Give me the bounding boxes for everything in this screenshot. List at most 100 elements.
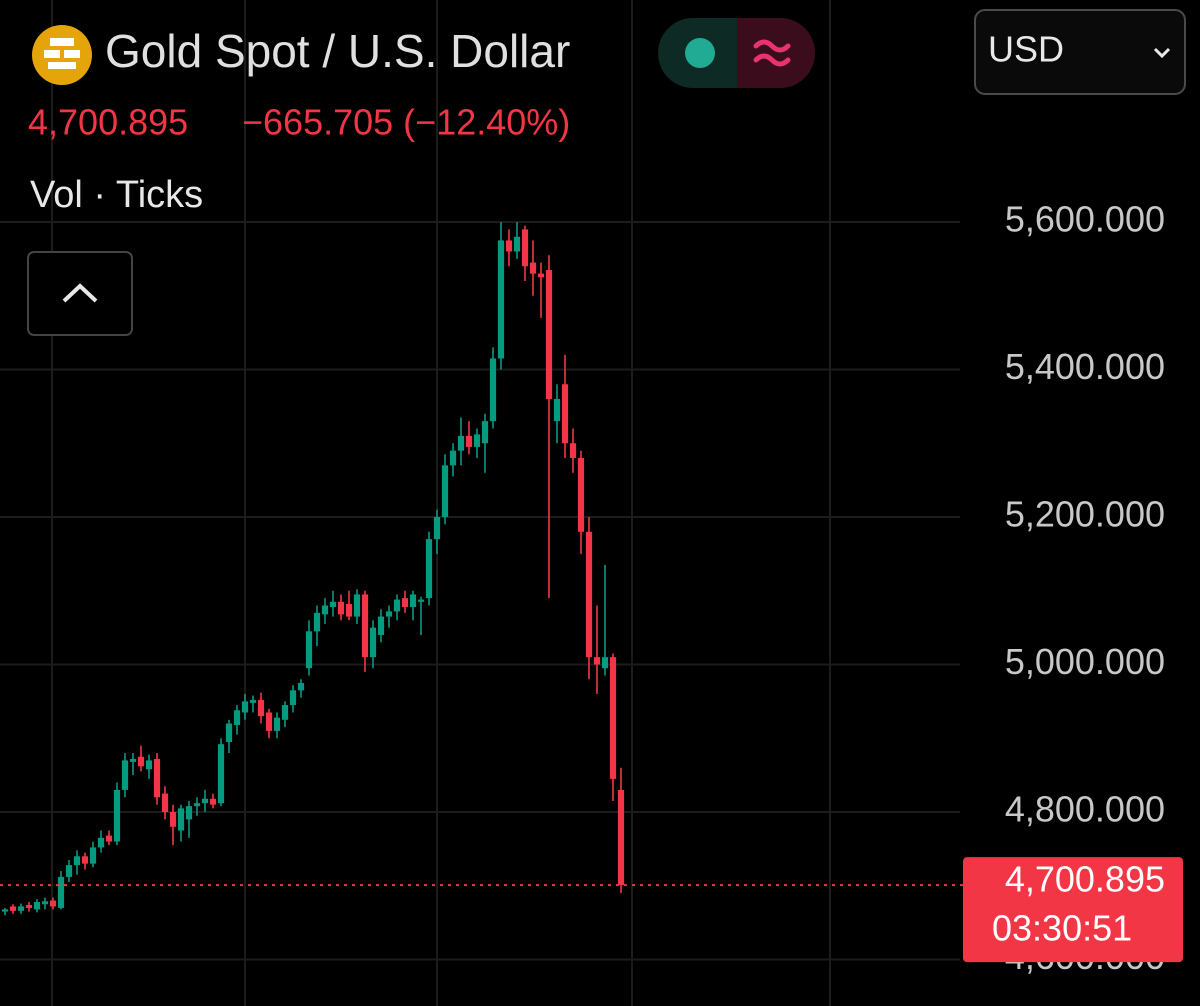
candle-body <box>257 699 265 717</box>
candle-body <box>217 744 225 804</box>
symbol-icon <box>32 25 92 85</box>
toggle-right <box>737 18 815 88</box>
candle-body <box>369 627 377 658</box>
icon-bar <box>48 62 76 69</box>
candle-body <box>521 229 529 267</box>
candle-body <box>601 657 609 669</box>
candle-body <box>25 904 33 908</box>
market-open-dot <box>685 38 715 68</box>
candle-body <box>97 837 105 848</box>
candle-body <box>65 865 73 877</box>
candle-body <box>353 594 361 617</box>
candle-body <box>201 798 209 804</box>
candle-body <box>145 760 153 770</box>
button-box <box>27 251 133 336</box>
candle-body <box>1 909 9 912</box>
candle-body <box>241 701 249 713</box>
y-tick-label: 5,400.000 <box>1005 346 1165 387</box>
candle-body <box>289 690 297 706</box>
candle-body <box>41 901 49 905</box>
chevron-down <box>1153 47 1171 59</box>
status-toggle[interactable] <box>658 18 815 88</box>
candle-body <box>537 273 545 278</box>
candle-body <box>393 599 401 612</box>
select-box <box>974 9 1186 95</box>
candle-body <box>233 710 241 725</box>
delay-icon <box>753 39 791 67</box>
icon-bar <box>50 38 74 46</box>
indicator-label: Vol · Ticks <box>30 174 203 216</box>
candle-body <box>81 856 89 864</box>
candle-body <box>129 758 137 762</box>
candle-body <box>177 808 185 831</box>
candle-body <box>137 756 145 767</box>
candle-body <box>593 657 601 665</box>
candle-body <box>545 269 553 400</box>
candle-body <box>577 458 585 532</box>
candle-body <box>529 262 537 274</box>
candle-body <box>329 601 337 607</box>
candle-body <box>185 806 193 820</box>
candle-body <box>193 803 201 807</box>
price-change: −665.705 (−12.40%) <box>242 102 570 143</box>
candle-body <box>305 631 313 669</box>
candle-body <box>361 594 369 658</box>
price-box-price: 4,700.895 <box>1005 859 1165 900</box>
candle-body <box>273 717 281 731</box>
candle-body <box>297 682 305 691</box>
currency-select[interactable]: USD <box>974 9 1186 95</box>
candle-body <box>561 384 569 444</box>
candle-body <box>513 236 521 252</box>
candle-body <box>465 435 473 447</box>
candle-body <box>209 798 217 805</box>
candle-body <box>385 611 393 617</box>
candle-body <box>49 900 57 907</box>
y-tick-label: 5,200.000 <box>1005 494 1165 535</box>
icon-circle <box>32 25 92 85</box>
icon-bar <box>44 50 60 58</box>
candles <box>0 221 963 916</box>
chevron-up <box>62 283 98 303</box>
collapse-button[interactable] <box>27 251 133 336</box>
last-price: 4,700.895 <box>28 102 188 143</box>
candle-body <box>345 604 353 617</box>
candle-body <box>449 450 457 466</box>
candle-body <box>321 605 329 615</box>
y-tick-label: 5,000.000 <box>1005 641 1165 682</box>
candle-body <box>313 612 321 632</box>
vertical-grid <box>51 0 831 1006</box>
candle-body <box>281 705 289 720</box>
candle-body <box>249 699 257 703</box>
candle-body <box>33 902 41 910</box>
symbol-title: Gold Spot / U.S. Dollar <box>105 25 570 77</box>
candle-body <box>433 517 441 540</box>
candle-body <box>497 240 505 359</box>
candle-body <box>121 760 129 790</box>
candle-body <box>409 594 417 607</box>
candle-body <box>441 465 449 518</box>
candle-body <box>57 876 65 908</box>
price-box-bg <box>963 857 1183 963</box>
candle-body <box>337 601 345 615</box>
candle-body <box>89 847 97 864</box>
candle-body <box>481 421 489 444</box>
candle-body <box>401 598 409 607</box>
candle-body <box>617 789 625 886</box>
candle-body <box>17 906 25 911</box>
candle-body <box>585 531 593 658</box>
candle-body <box>169 812 177 827</box>
candle-body <box>9 906 17 911</box>
candle-body <box>457 435 465 451</box>
icon-bar <box>64 50 80 58</box>
candle-body <box>417 599 425 602</box>
candle-body <box>569 443 577 459</box>
candle-body <box>113 789 121 842</box>
candle-body <box>489 358 497 422</box>
y-tick-label: 4,800.000 <box>1005 789 1165 830</box>
candle-body <box>73 856 81 866</box>
price-box: 4,700.895 03:30:51 <box>963 857 1183 963</box>
candle-body <box>425 539 433 599</box>
